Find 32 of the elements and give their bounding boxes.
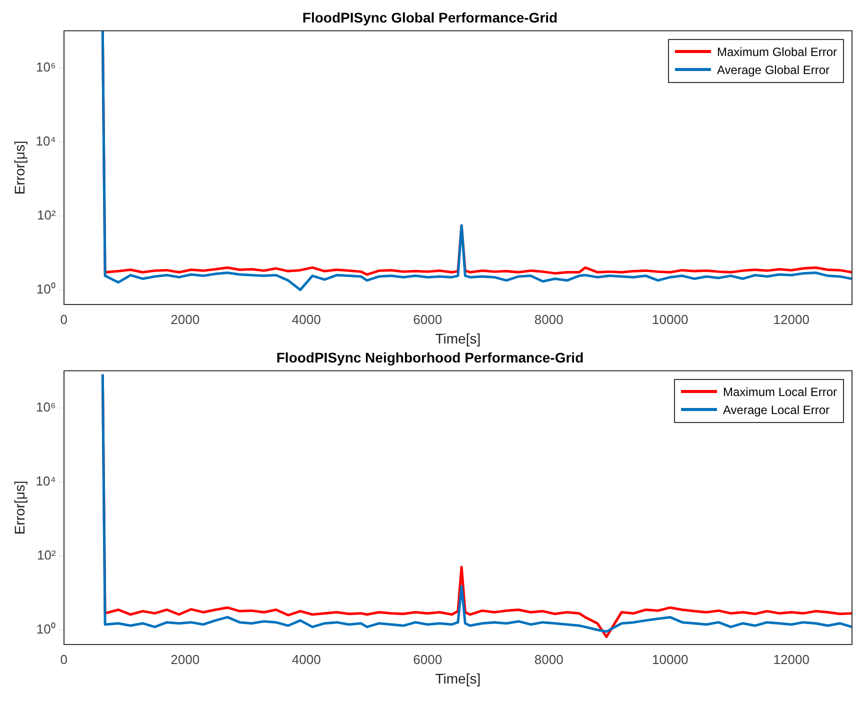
x-tick-label: 12000 (773, 312, 810, 327)
x-tick-label: 4000 (292, 312, 321, 327)
chart-title: FloodPISync Neighborhood Performance-Grid (276, 349, 584, 366)
y-tick-label: 10⁶ (36, 399, 56, 414)
x-tick-label: 10000 (652, 312, 688, 327)
y-axis-title: Error[μs] (11, 480, 28, 535)
x-axis-title: Time[s] (435, 670, 481, 686)
y-tick-label: 10² (37, 547, 57, 562)
x-tick-label: 2000 (170, 312, 200, 327)
x-axis-title: Time[s] (435, 330, 481, 346)
x-tick-label: 12000 (773, 652, 810, 667)
x-tick-label: 2000 (170, 652, 200, 667)
legend-label: Maximum Local Error (723, 384, 838, 401)
y-tick-label: 10² (37, 207, 57, 222)
y-tick-label: 10⁰ (36, 621, 56, 636)
x-tick-label: 10000 (652, 652, 688, 667)
x-tick-label: 8000 (534, 312, 564, 327)
x-tick-label: 0 (60, 652, 68, 667)
chart-title: FloodPISync Global Performance-Grid (302, 9, 558, 26)
x-tick-label: 4000 (292, 652, 321, 667)
y-tick-label: 10⁴ (36, 473, 56, 488)
y-axis-title: Error[μs] (11, 140, 28, 195)
y-tick-label: 10⁰ (36, 281, 56, 296)
x-tick-label: 6000 (413, 652, 442, 667)
legend-label: Average Local Error (723, 402, 830, 419)
y-tick-label: 10⁴ (36, 133, 56, 148)
x-tick-label: 0 (60, 312, 68, 327)
x-tick-label: 8000 (534, 652, 564, 667)
legend-label: Average Global Error (717, 62, 830, 79)
y-tick-label: 10⁶ (36, 59, 56, 74)
legend-label: Maximum Global Error (717, 44, 838, 61)
x-tick-label: 6000 (413, 312, 442, 327)
